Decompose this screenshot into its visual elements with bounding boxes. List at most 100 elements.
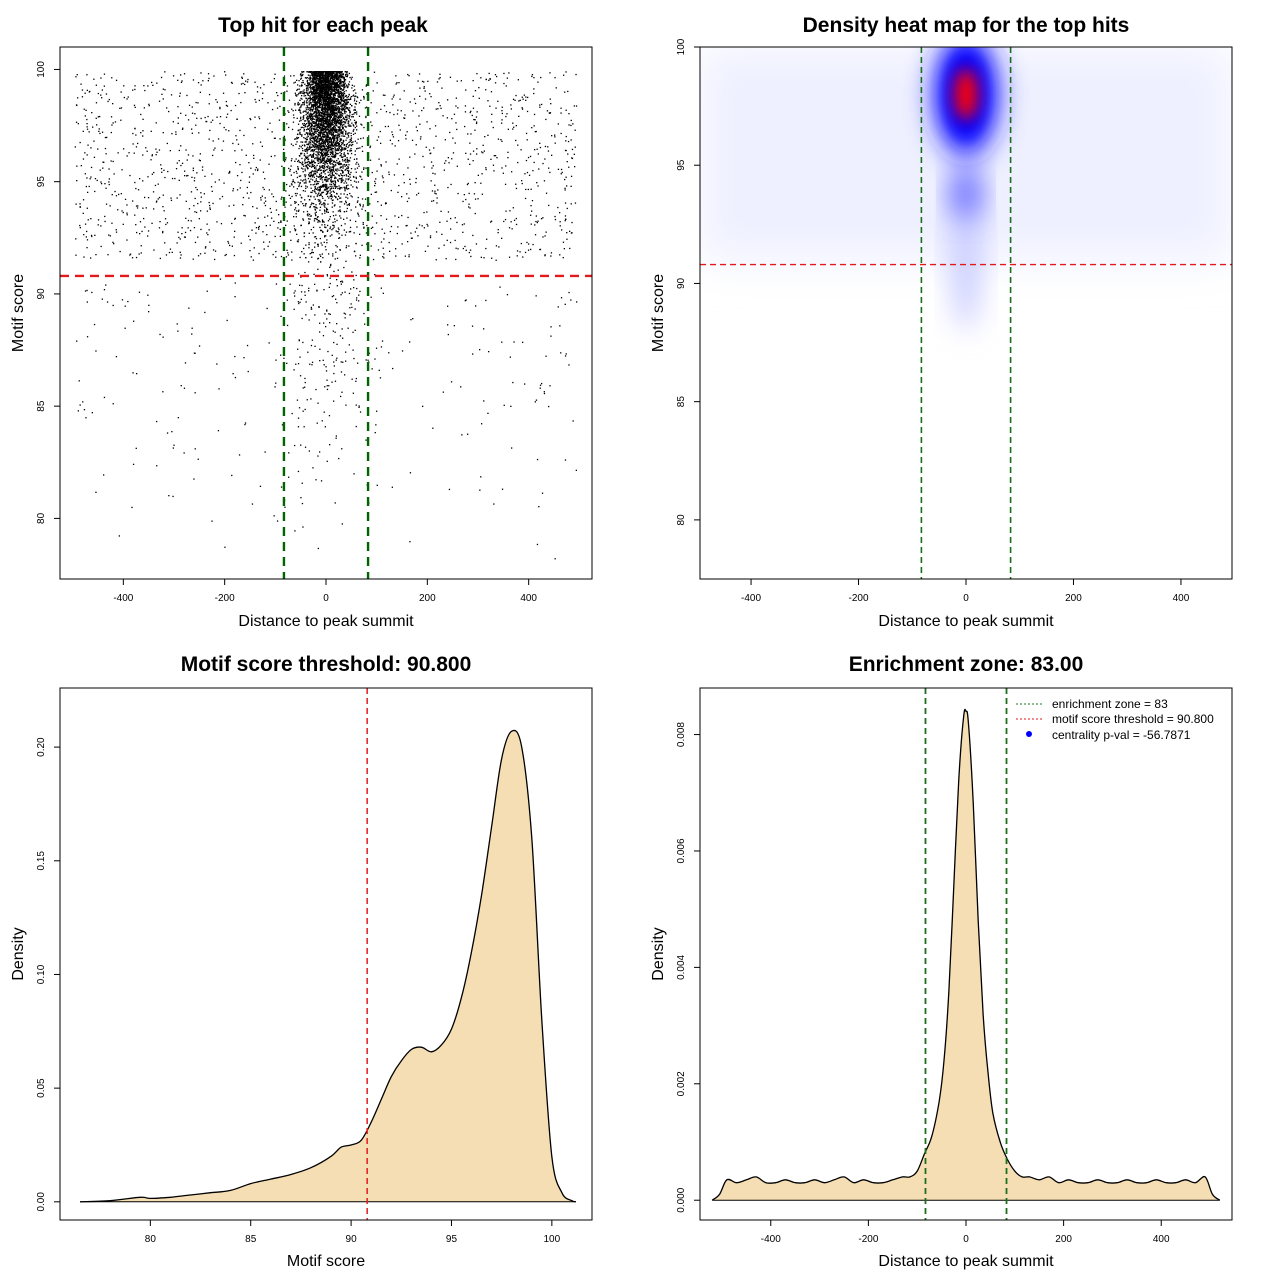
- scatter-point: [307, 134, 309, 136]
- scatter-point: [316, 159, 318, 161]
- scatter-point: [132, 143, 134, 145]
- scatter-point: [554, 77, 556, 79]
- scatter-point: [493, 170, 495, 172]
- scatter-point: [297, 168, 299, 171]
- scatter-point: [156, 82, 158, 84]
- scatter-point: [308, 77, 310, 79]
- scatter-point: [302, 116, 304, 118]
- scatter-point: [327, 82, 329, 84]
- scatter-point: [333, 108, 335, 111]
- scatter-point: [345, 94, 347, 97]
- scatter-point: [226, 105, 229, 107]
- scatter-point: [354, 112, 356, 114]
- scatter-point: [314, 246, 316, 248]
- scatter-point: [84, 223, 87, 225]
- scatter-point: [338, 187, 341, 189]
- scatter-point: [353, 180, 356, 182]
- scatter-point: [314, 93, 316, 95]
- scatter-point: [333, 113, 335, 115]
- scatter-point: [351, 271, 353, 273]
- scatter-point: [334, 176, 336, 178]
- scatter-point: [507, 151, 509, 153]
- scatter-point: [366, 224, 368, 227]
- scatter-point: [332, 224, 334, 226]
- scatter-point: [146, 150, 148, 152]
- scatter-point: [188, 208, 191, 210]
- scatter-point: [319, 86, 321, 88]
- scatter-point: [331, 122, 333, 124]
- scatter-point: [328, 109, 330, 111]
- scatter-point: [337, 163, 340, 165]
- scatter-point: [345, 147, 347, 149]
- scatter-point: [343, 129, 345, 131]
- scatter-point: [186, 159, 188, 161]
- scatter-point: [335, 112, 338, 114]
- scatter-point: [349, 176, 351, 178]
- scatter-point: [304, 133, 306, 136]
- scatter-point: [314, 103, 316, 105]
- scatter-point: [390, 189, 392, 192]
- scatter-point: [341, 156, 343, 158]
- scatter-point: [331, 91, 333, 93]
- scatter-point: [317, 156, 319, 158]
- scatter-point: [575, 73, 577, 76]
- scatter-point: [328, 105, 330, 107]
- scatter-point: [336, 173, 338, 175]
- scatter-point: [174, 177, 176, 180]
- scatter-point: [570, 203, 572, 205]
- scatter-point: [336, 139, 338, 142]
- scatter-point: [319, 189, 321, 191]
- scatter-point: [347, 133, 349, 135]
- scatter-point: [531, 74, 534, 76]
- scatter-point: [315, 110, 317, 112]
- scatter-point: [327, 191, 329, 193]
- scatter-point: [305, 155, 307, 157]
- scatter-point: [440, 107, 442, 109]
- scatter-point: [324, 117, 327, 120]
- scatter-point: [331, 153, 334, 155]
- scatter-point: [355, 121, 357, 124]
- scatter-point: [314, 74, 317, 76]
- scatter-point: [304, 120, 306, 122]
- scatter-point: [530, 248, 532, 251]
- scatter-point: [544, 235, 546, 237]
- scatter-point: [336, 131, 338, 133]
- scatter-point: [307, 156, 309, 159]
- scatter-point: [318, 135, 320, 137]
- scatter-point: [75, 104, 78, 106]
- scatter-point: [348, 164, 350, 166]
- scatter-point: [312, 150, 314, 153]
- scatter-point: [334, 169, 336, 171]
- scatter-point: [209, 129, 211, 132]
- scatter-point: [345, 196, 347, 198]
- scatter-point: [296, 89, 298, 91]
- scatter-point: [521, 107, 523, 109]
- scatter-point: [164, 218, 167, 220]
- scatter-point: [306, 87, 308, 89]
- scatter-point: [307, 124, 310, 127]
- scatter-point: [355, 181, 357, 183]
- scatter-point: [311, 94, 314, 96]
- scatter-point: [339, 126, 341, 128]
- scatter-point: [303, 89, 305, 91]
- scatter-point: [302, 80, 304, 82]
- scatter-point: [322, 118, 324, 120]
- scatter-point: [339, 139, 342, 142]
- scatter-point: [569, 230, 571, 232]
- scatter-point: [337, 152, 339, 155]
- scatter-point: [340, 99, 343, 101]
- scatter-point: [352, 116, 354, 118]
- scatter-point: [319, 103, 321, 105]
- scatter-point: [324, 137, 327, 139]
- scatter-point: [321, 118, 323, 120]
- scatter-point: [315, 192, 317, 195]
- scatter-point: [338, 92, 340, 95]
- scatter-point: [231, 222, 233, 225]
- scatter-point: [347, 167, 349, 170]
- scatter-point: [319, 88, 322, 90]
- scatter-point: [338, 178, 340, 180]
- scatter-point: [298, 175, 301, 177]
- scatter-point: [329, 108, 331, 111]
- scatter-point: [347, 161, 349, 163]
- scatter-point: [341, 75, 343, 78]
